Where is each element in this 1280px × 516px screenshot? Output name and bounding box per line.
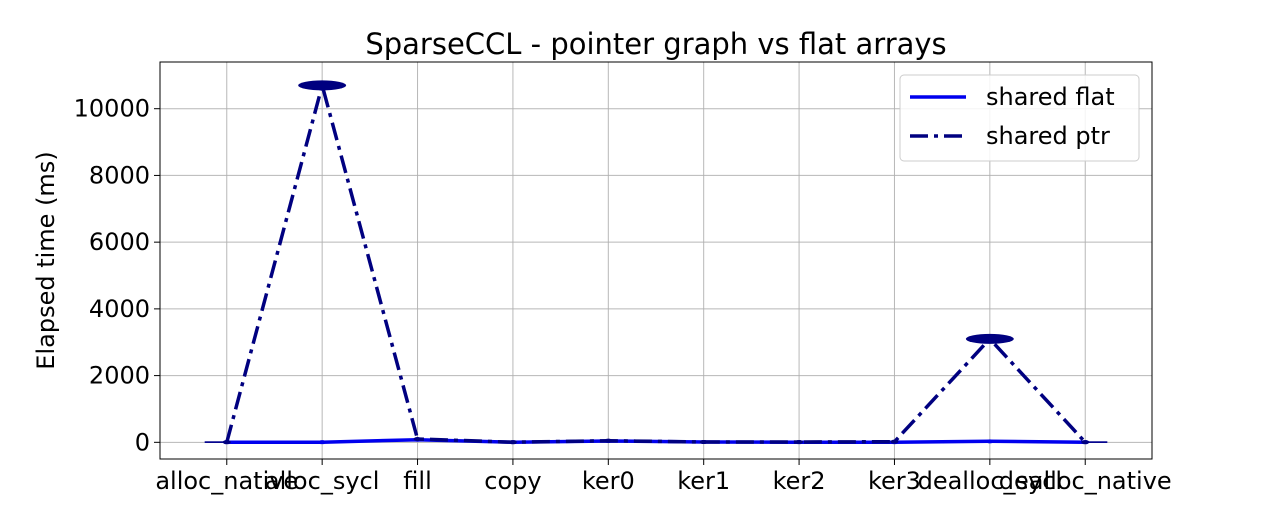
data-point: [298, 80, 347, 91]
data-point: [222, 440, 231, 445]
x-tick-label: ker2: [773, 467, 826, 495]
x-tick-label: fill: [403, 467, 431, 495]
data-point: [508, 440, 517, 445]
plot-area: [204, 80, 1108, 445]
grid: [160, 62, 1152, 459]
y-tick-label: 0: [135, 428, 150, 456]
data-point: [890, 439, 899, 444]
series-shared-ptr: [204, 80, 1108, 445]
series-shared-flat: [204, 437, 1108, 445]
chart-title: SparseCCL - pointer graph vs flat arrays: [365, 27, 946, 61]
data-point: [1081, 440, 1090, 445]
legend: shared flat shared ptr: [899, 74, 1140, 162]
y-axis-label: Elapsed time (ms): [32, 151, 60, 369]
data-point: [965, 333, 1014, 344]
y-tick-label: 4000: [89, 295, 150, 323]
data-point: [985, 439, 994, 444]
y-axis: 0 2000 4000 6000 8000 10000: [74, 95, 160, 456]
x-tick-label: dealloc_native: [999, 467, 1172, 495]
x-tick-label: copy: [484, 467, 541, 495]
y-tick-label: 2000: [89, 362, 150, 390]
data-point: [318, 440, 327, 445]
plot-frame: [159, 61, 1153, 460]
x-tick-label: dealloc_sycl: [918, 467, 1063, 495]
x-tick-label: alloc_native: [155, 467, 298, 495]
y-tick-label: 6000: [89, 228, 150, 256]
data-point: [699, 439, 708, 444]
x-tick-label: alloc_sycl: [265, 467, 380, 495]
data-point: [795, 439, 804, 444]
x-tick-label: ker0: [582, 467, 635, 495]
legend-entry-label: shared flat: [986, 83, 1115, 111]
y-tick-label: 8000: [89, 161, 150, 189]
data-point: [604, 438, 613, 443]
x-tick-label: ker1: [677, 467, 730, 495]
series-line: [226, 437, 1086, 444]
legend-entry-label: shared ptr: [986, 122, 1110, 150]
series-line: [225, 83, 1087, 444]
data-point: [413, 436, 422, 441]
x-tick-label: ker3: [868, 467, 921, 495]
y-tick-label: 10000: [74, 95, 150, 123]
